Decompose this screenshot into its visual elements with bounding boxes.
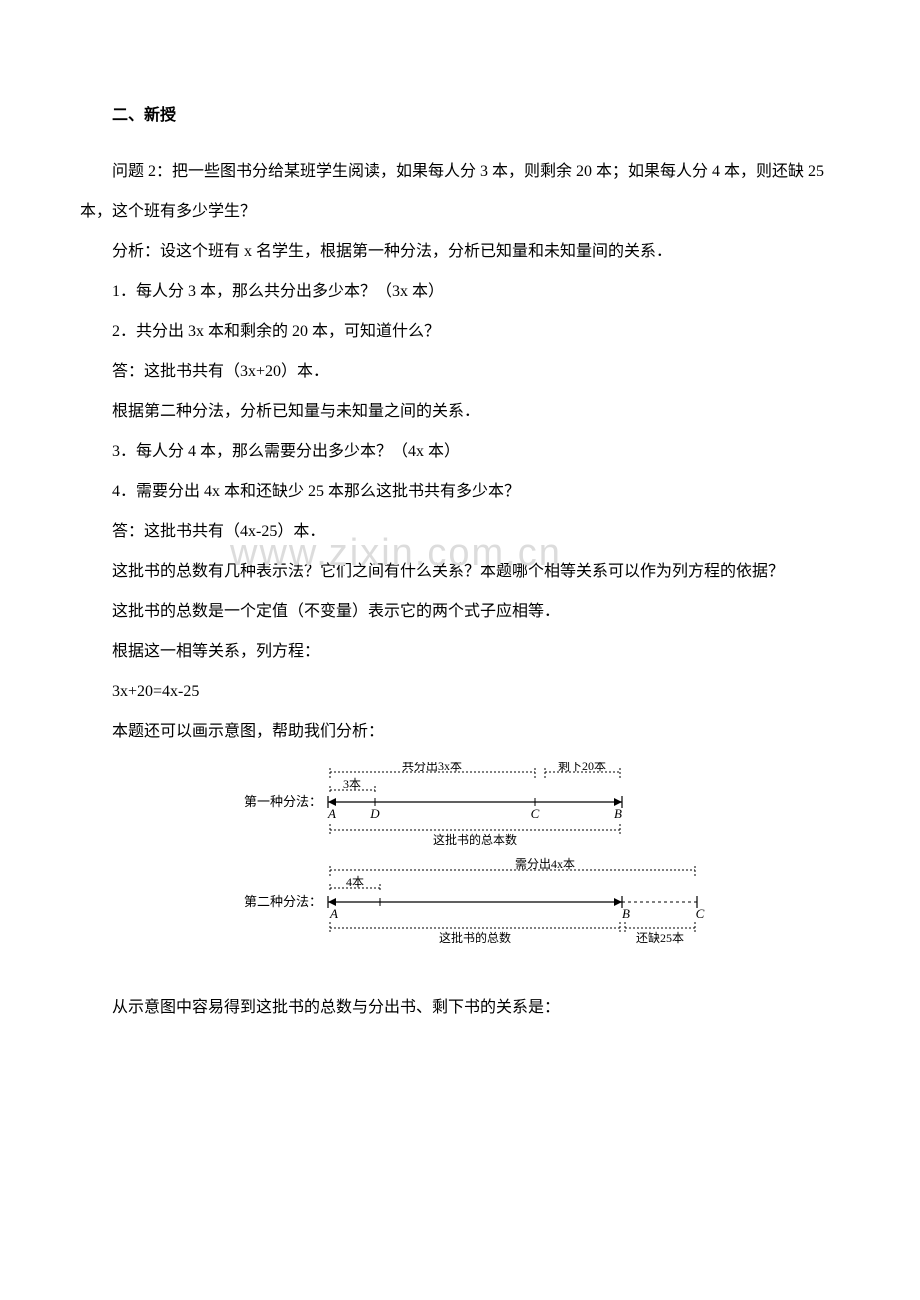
diagram-point: A [329, 906, 338, 921]
paragraph: 问题 2：把一些图书分给某班学生阅读，如果每人分 3 本，则剩余 20 本；如果… [80, 152, 840, 232]
section-title: 二、新授 [80, 96, 840, 136]
paragraph: 分析：设这个班有 x 名学生，根据第一种分法，分析已知量和未知量间的关系． [80, 232, 840, 272]
diagram-label: 3本 [343, 777, 361, 791]
diagram: 共分出3x本 剩下20本 3本 第一种分法： A D C B 这批书的总本数 需… [80, 762, 840, 968]
paragraph: 根据这一相等关系，列方程： [80, 632, 840, 672]
diagram-point: C [531, 806, 540, 821]
paragraph: 这批书的总数有几种表示法？它们之间有什么关系？本题哪个相等关系可以作为列方程的依… [80, 552, 840, 592]
paragraph: 从示意图中容易得到这批书的总数与分出书、剩下书的关系是： [80, 988, 840, 1028]
diagram-label: 这批书的总数 [439, 930, 511, 945]
diagram-point: A [327, 806, 336, 821]
diagram-point: B [622, 906, 630, 921]
diagram-point: C [696, 906, 705, 921]
paragraph: 1．每人分 3 本，那么共分出多少本？（3x 本） [80, 272, 840, 312]
diagram-label: 剩下20本 [558, 762, 606, 773]
diagram-label: 第二种分法： [244, 894, 322, 909]
paragraph: 2．共分出 3x 本和剩余的 20 本，可知道什么？ [80, 312, 840, 352]
diagram-point: D [369, 806, 380, 821]
paragraph: 4．需要分出 4x 本和还缺少 25 本那么这批书共有多少本？ [80, 472, 840, 512]
paragraph: 3．每人分 4 本，那么需要分出多少本？（4x 本） [80, 432, 840, 472]
equation: 3x+20=4x-25 [80, 672, 840, 712]
diagram-label: 还缺25本 [636, 930, 684, 945]
paragraph: 答：这批书共有（3x+20）本． [80, 352, 840, 392]
paragraph: 本题还可以画示意图，帮助我们分析： [80, 712, 840, 752]
diagram-point: B [614, 806, 622, 821]
diagram-svg: 共分出3x本 剩下20本 3本 第一种分法： A D C B 这批书的总本数 需… [200, 762, 720, 952]
paragraph: 答：这批书共有（4x-25）本． [80, 512, 840, 552]
paragraph: 根据第二种分法，分析已知量与未知量之间的关系． [80, 392, 840, 432]
paragraph: 这批书的总数是一个定值（不变量）表示它的两个式子应相等． [80, 592, 840, 632]
diagram-label: 第一种分法： [244, 794, 322, 809]
diagram-label: 需分出4x本 [515, 857, 575, 871]
diagram-label: 4本 [346, 875, 364, 889]
diagram-label: 这批书的总本数 [433, 832, 517, 847]
diagram-label: 共分出3x本 [402, 762, 462, 773]
